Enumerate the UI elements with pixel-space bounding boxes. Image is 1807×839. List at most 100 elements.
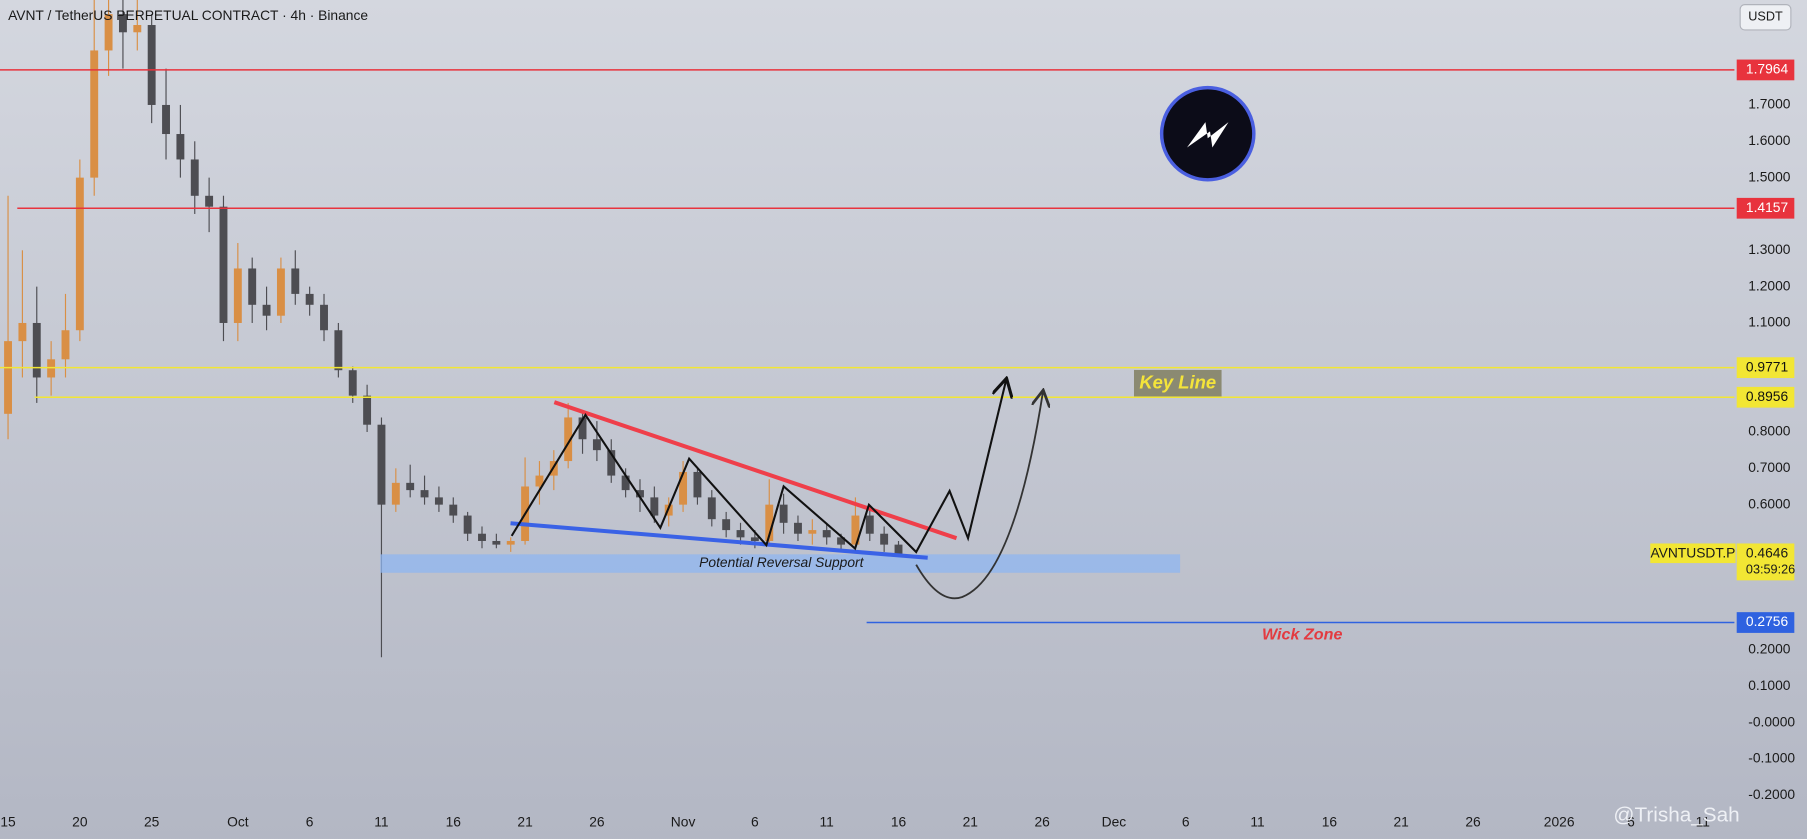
- levels: 1.7964 1.4157 0.9771 0.8956 0.2756: [0, 59, 1795, 633]
- candle-body: [679, 471, 688, 505]
- y-tick-label: -0.2000: [1748, 786, 1795, 802]
- symbol-box: [1650, 543, 1736, 564]
- level-label-box: [1736, 612, 1795, 633]
- candle-body: [607, 450, 616, 476]
- level-label: 1.4157: [1746, 199, 1788, 215]
- candle-body: [406, 482, 415, 491]
- currency-button[interactable]: [1739, 4, 1792, 31]
- candle-body: [463, 515, 472, 534]
- resistance-line: [553, 400, 958, 541]
- candle-body: [880, 533, 889, 545]
- x-tick-label: Oct: [227, 814, 249, 830]
- time-axis: 15 20 25 Oct 6 11 16 21 26 Nov 6 11 16 21 26 Dec 6 11 16 21…: [0, 814, 1710, 830]
- candle-body: [363, 395, 372, 425]
- x-tick-label: 6: [1627, 814, 1635, 830]
- support-label: Potential Reversal Support: [699, 554, 864, 570]
- candle-body: [32, 322, 41, 378]
- candle-body: [750, 537, 759, 541]
- curve-path: [915, 392, 1043, 600]
- y-tick-label: 1.2000: [1748, 277, 1791, 293]
- level-label: 0.2756: [1746, 613, 1789, 629]
- y-tick-label: 1.6000: [1748, 132, 1791, 148]
- candle-body: [162, 104, 170, 135]
- candle-body: [248, 268, 257, 305]
- candle-body: [147, 25, 156, 105]
- y-tick-label: 1.1000: [1748, 314, 1791, 330]
- level-label-box: [1736, 197, 1795, 219]
- countdown: 03:59:26: [1746, 562, 1795, 576]
- x-tick-label: 25: [144, 814, 160, 830]
- y-tick-label: 0.8000: [1748, 423, 1791, 439]
- x-tick-label: 6: [751, 814, 759, 830]
- candle-body: [822, 530, 831, 538]
- candle-body: [176, 134, 185, 160]
- candle-body: [320, 304, 328, 331]
- y-tick-label: -0.1000: [1748, 750, 1795, 766]
- x-tick-label: 26: [589, 814, 605, 830]
- y-tick-label: -0.0000: [1748, 713, 1795, 729]
- candle-body: [276, 268, 285, 316]
- last-price-box: [1736, 543, 1795, 581]
- y-tick-label: 0.7000: [1748, 459, 1791, 475]
- candle-body: [61, 330, 70, 360]
- candle-body: [592, 439, 601, 451]
- candle-body: [865, 515, 874, 534]
- y-tick-label: 0.1000: [1748, 677, 1791, 693]
- candle-body: [4, 341, 12, 414]
- candle-body: [104, 14, 113, 51]
- candle-body: [334, 330, 343, 371]
- candle-body: [535, 475, 544, 487]
- y-tick-label: 0.6000: [1748, 495, 1791, 511]
- candle-body: [636, 490, 644, 498]
- candle-body: [219, 206, 228, 323]
- wick-zone-label: Wick Zone: [1262, 625, 1343, 643]
- x-tick-label: 21: [1394, 814, 1409, 830]
- level-label: 0.8956: [1746, 388, 1789, 404]
- candle-body: [736, 530, 745, 538]
- x-tick-label: Nov: [671, 814, 696, 830]
- candle-body: [75, 177, 84, 331]
- key-line-label: Key Line: [1139, 372, 1216, 393]
- watermark: @Trisha_Sah: [1613, 803, 1739, 826]
- candle-body: [779, 504, 788, 523]
- x-tick-label: 26: [1034, 814, 1050, 830]
- candle-body: [348, 370, 357, 396]
- candle-body: [233, 268, 242, 323]
- symbol: AVNTUSDT.P: [1650, 545, 1735, 561]
- level-label-box: [1736, 357, 1795, 379]
- candle-body: [693, 471, 702, 498]
- x-tick-label: 11: [1696, 814, 1710, 830]
- candle-body: [851, 515, 860, 545]
- level-label-box: [1736, 386, 1795, 408]
- y-tick-label: 1.3000: [1748, 241, 1791, 257]
- candle-body: [621, 475, 630, 491]
- last-price: 0.4646: [1746, 545, 1789, 561]
- candle-body: [449, 504, 458, 516]
- x-tick-label: 11: [1250, 814, 1264, 830]
- candle-body: [894, 544, 903, 554]
- candle-body: [808, 530, 817, 534]
- candle-body: [190, 159, 199, 196]
- x-tick-label: 16: [1322, 814, 1338, 830]
- x-tick-label: 15: [0, 814, 16, 830]
- candle-body: [47, 359, 56, 378]
- currency[interactable]: USDT: [1748, 10, 1783, 24]
- level-label: 1.7964: [1746, 61, 1789, 77]
- x-tick-label: 6: [1182, 814, 1190, 830]
- x-tick-label: 16: [446, 814, 462, 830]
- candle-body: [133, 25, 142, 33]
- x-tick-label: 21: [517, 814, 532, 830]
- candle-body: [118, 14, 127, 33]
- candle-body: [650, 497, 659, 516]
- candle-body: [478, 533, 486, 541]
- x-tick-label: 26: [1465, 814, 1481, 830]
- candle-body: [90, 50, 99, 178]
- candle-body: [377, 424, 386, 505]
- candles: [4, 0, 903, 658]
- candle-body: [420, 490, 429, 498]
- candle-body: [434, 497, 443, 505]
- candle-body: [722, 519, 731, 531]
